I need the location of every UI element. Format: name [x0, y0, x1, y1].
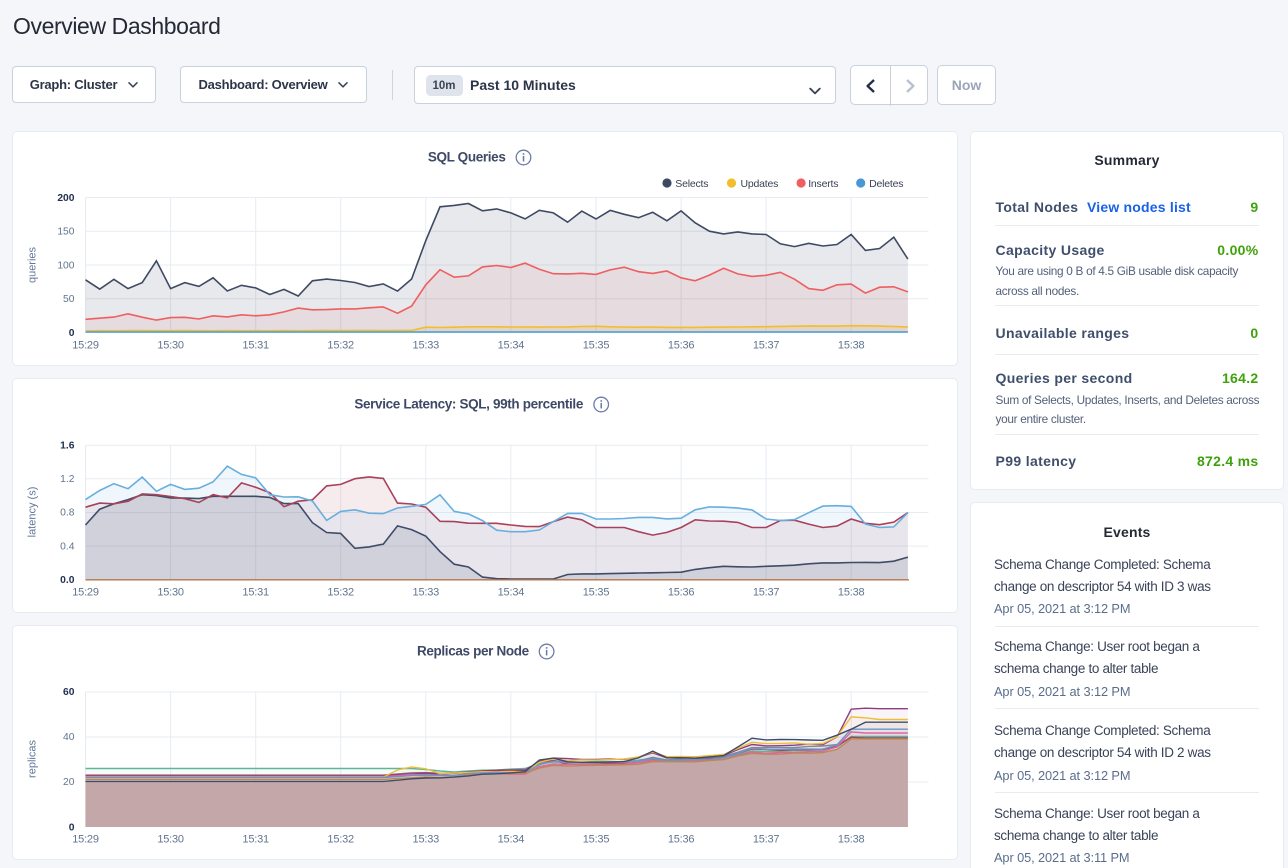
svg-text:15:30: 15:30	[157, 586, 184, 598]
svg-text:200: 200	[57, 192, 74, 203]
svg-text:15:36: 15:36	[667, 833, 694, 845]
svg-text:15:30: 15:30	[157, 833, 184, 845]
svg-text:0.8: 0.8	[60, 507, 75, 518]
svg-text:150: 150	[57, 226, 74, 237]
svg-text:15:35: 15:35	[582, 833, 609, 845]
svg-text:15:29: 15:29	[72, 833, 99, 845]
svg-text:0: 0	[68, 822, 74, 833]
svg-text:15:32: 15:32	[327, 339, 354, 351]
svg-text:15:38: 15:38	[837, 833, 864, 845]
svg-text:15:36: 15:36	[667, 586, 694, 598]
svg-text:15:37: 15:37	[752, 586, 779, 598]
svg-text:15:29: 15:29	[72, 339, 99, 351]
svg-text:15:35: 15:35	[582, 339, 609, 351]
svg-text:15:33: 15:33	[412, 586, 439, 598]
svg-text:15:32: 15:32	[327, 833, 354, 845]
svg-text:replicas: replicas	[26, 739, 38, 777]
svg-text:Deletes: Deletes	[869, 177, 903, 189]
svg-text:15:34: 15:34	[497, 833, 524, 845]
svg-text:15:33: 15:33	[412, 833, 439, 845]
svg-text:20: 20	[63, 777, 75, 788]
svg-text:1.2: 1.2	[60, 473, 75, 484]
svg-text:15:33: 15:33	[412, 339, 439, 351]
svg-text:100: 100	[57, 260, 74, 271]
svg-text:15:31: 15:31	[242, 586, 269, 598]
svg-text:0: 0	[68, 327, 74, 338]
svg-text:latency (s): latency (s)	[26, 486, 38, 537]
svg-text:15:38: 15:38	[837, 586, 864, 598]
svg-text:15:37: 15:37	[752, 339, 779, 351]
svg-text:Updates: Updates	[740, 177, 778, 189]
svg-text:15:36: 15:36	[667, 339, 694, 351]
svg-text:queries: queries	[26, 246, 38, 283]
svg-text:60: 60	[63, 686, 75, 697]
svg-text:15:29: 15:29	[72, 586, 99, 598]
svg-text:15:38: 15:38	[837, 339, 864, 351]
svg-text:1.6: 1.6	[60, 440, 75, 451]
svg-text:15:35: 15:35	[582, 586, 609, 598]
svg-text:Selects: Selects	[675, 177, 708, 189]
svg-text:Service Latency: SQL, 99th per: Service Latency: SQL, 99th percentile	[354, 396, 583, 411]
svg-text:15:32: 15:32	[327, 586, 354, 598]
svg-text:40: 40	[63, 732, 75, 743]
svg-text:Replicas per Node: Replicas per Node	[416, 643, 529, 658]
svg-text:15:37: 15:37	[752, 833, 779, 845]
svg-text:15:34: 15:34	[497, 586, 524, 598]
svg-text:Inserts: Inserts	[808, 177, 838, 189]
svg-text:15:30: 15:30	[157, 339, 184, 351]
svg-text:SQL Queries: SQL Queries	[427, 149, 505, 164]
svg-text:0.0: 0.0	[60, 575, 75, 586]
svg-text:50: 50	[63, 294, 75, 305]
svg-text:0.4: 0.4	[60, 541, 75, 552]
svg-text:15:31: 15:31	[242, 833, 269, 845]
svg-text:15:31: 15:31	[242, 339, 269, 351]
svg-text:15:34: 15:34	[497, 339, 524, 351]
